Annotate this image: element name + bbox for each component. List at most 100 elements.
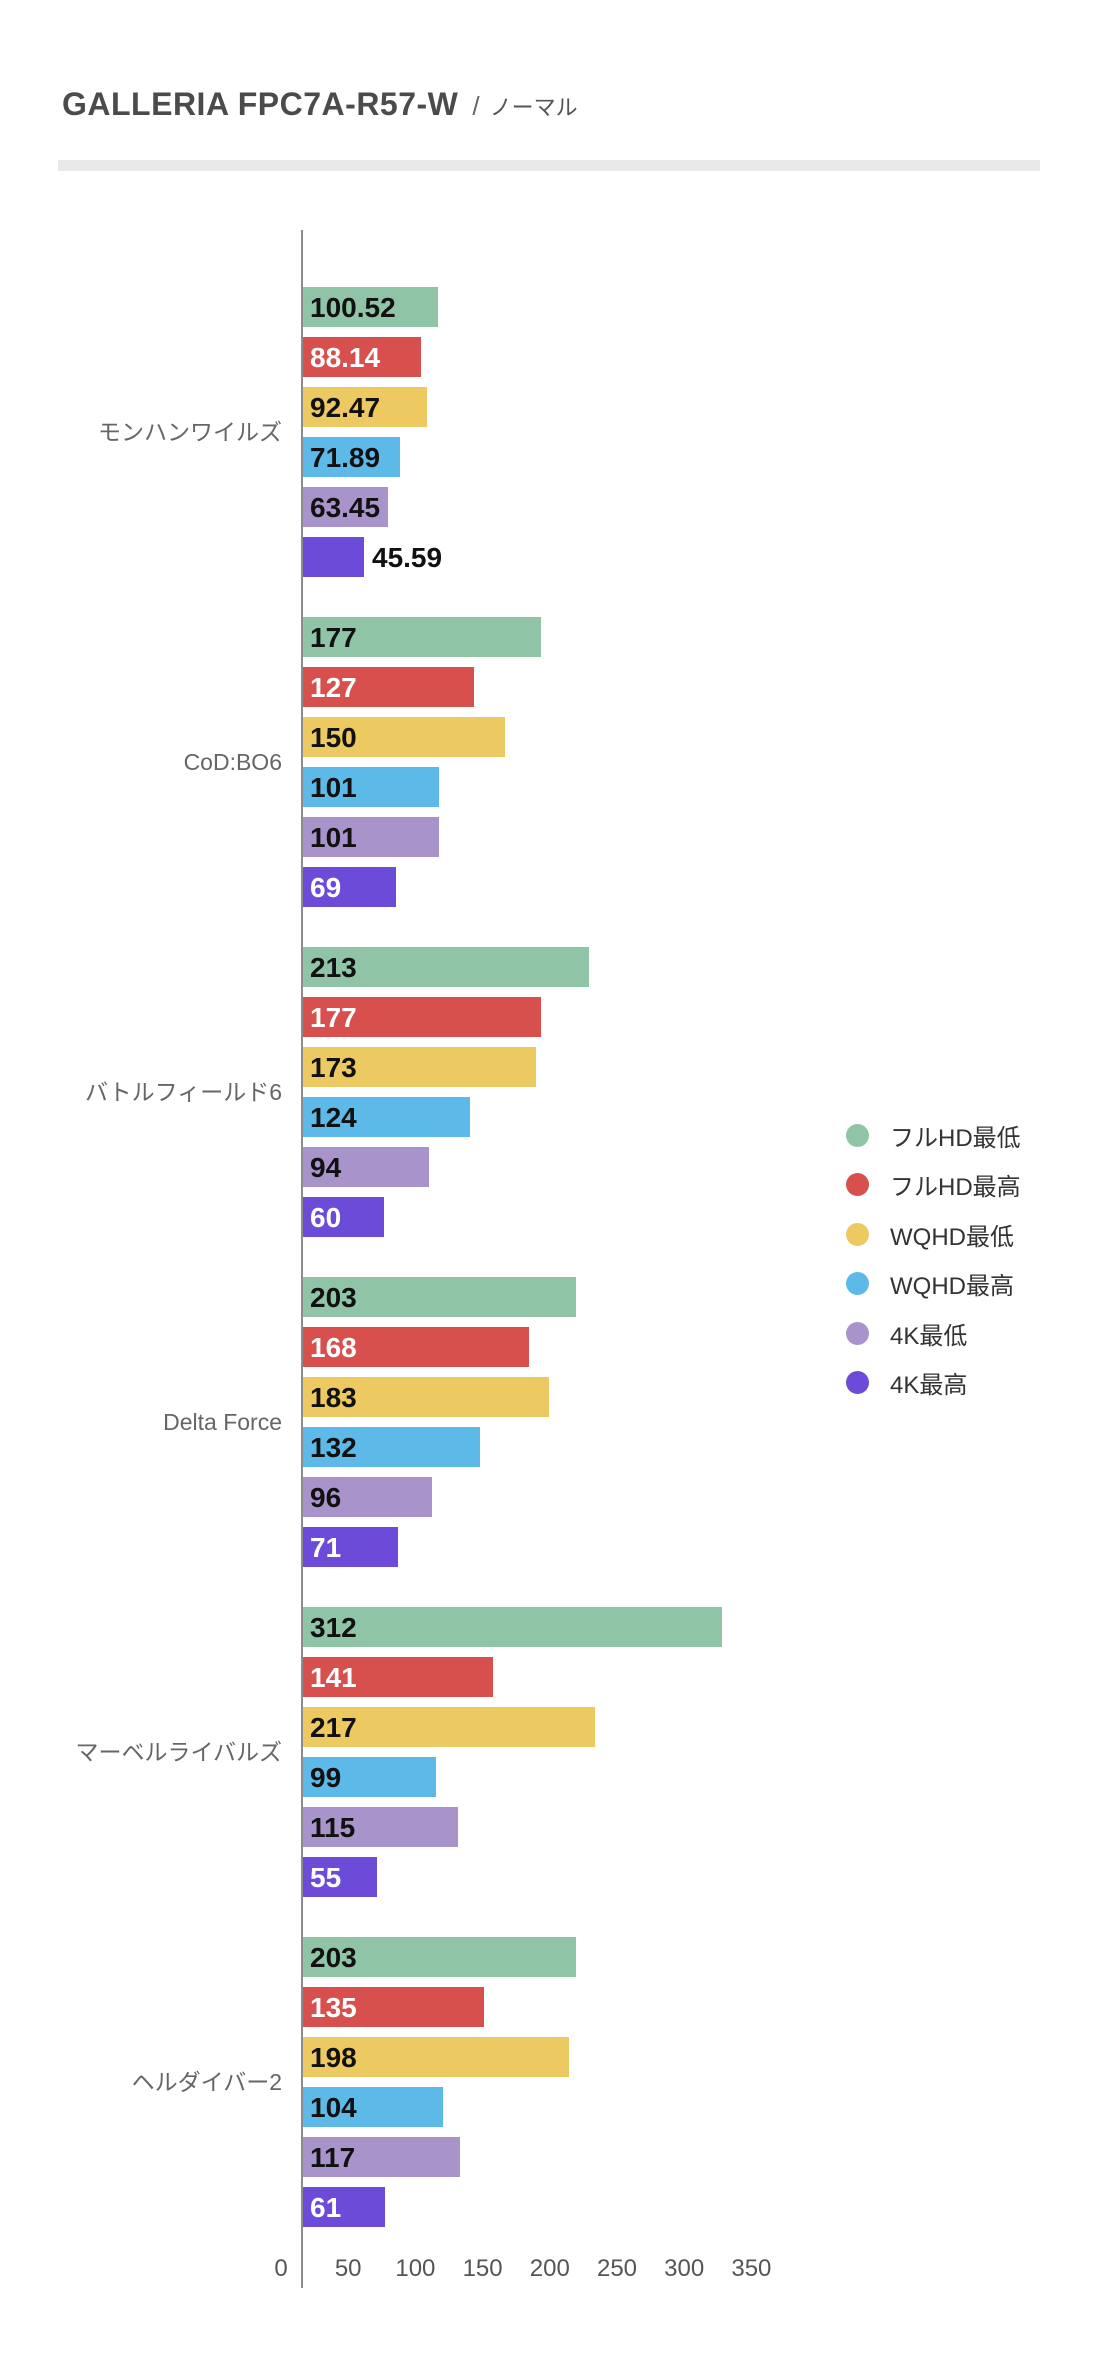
bar <box>303 2137 460 2177</box>
bar <box>303 387 427 427</box>
bar-value-label: 61 <box>310 2192 342 2223</box>
bar <box>303 997 541 1037</box>
bar-value-label: 99 <box>310 1762 342 1793</box>
legend-label: フルHD最低 <box>890 1124 1021 1152</box>
legend-color-dot <box>846 1321 869 1345</box>
bar-value-label: 203 <box>310 1942 357 1973</box>
bar-value-label: 115 <box>310 1812 356 1843</box>
bar <box>303 287 438 327</box>
bar <box>303 1327 529 1367</box>
bar-value-label: 45.59 <box>372 542 443 573</box>
legend-item: フルHD最高 <box>846 1160 1021 1210</box>
bar-value-label: 124 <box>310 1102 357 1133</box>
bar-value-label: 101 <box>310 772 357 803</box>
legend-color-dot <box>846 1371 869 1394</box>
bar-value-label: 198 <box>310 2042 357 2073</box>
bar <box>303 1607 722 1647</box>
page-subtitle: ノーマル <box>489 95 578 120</box>
bar <box>303 1707 595 1747</box>
legend-color-dot <box>846 1173 869 1196</box>
bar-value-label: 213 <box>310 952 357 983</box>
bar-value-label: 63.45 <box>310 492 381 523</box>
bar-value-label: 132 <box>310 1432 357 1463</box>
title-separator: / <box>472 91 480 121</box>
bar <box>303 2037 569 2077</box>
legend-color-dot <box>846 1222 869 1246</box>
bar-value-label: 92.47 <box>310 392 381 423</box>
y-axis-line <box>301 230 303 2288</box>
bar-value-label: 100.52 <box>310 292 396 323</box>
bar-value-label: 60 <box>310 1202 342 1233</box>
bar <box>303 337 421 377</box>
x-axis-tick-label: 150 <box>462 2255 503 2282</box>
category-label: バトルフィールド6 <box>84 1079 282 1105</box>
bar-value-label: 69 <box>310 872 342 903</box>
bar-value-label: 312 <box>310 1612 357 1643</box>
bar <box>303 1147 429 1187</box>
x-axis-tick-label: 0 <box>274 2255 288 2282</box>
bar <box>303 817 439 857</box>
bar <box>303 667 474 707</box>
legend-label: WQHD最低 <box>890 1223 1014 1251</box>
bar <box>303 867 396 907</box>
bar-value-label: 183 <box>310 1382 357 1413</box>
bar <box>303 537 364 577</box>
bar-value-label: 141 <box>310 1662 357 1693</box>
bar-value-label: 135 <box>310 1992 357 2023</box>
legend-item: WQHD最高 <box>846 1259 1014 1309</box>
bar-value-label: 101 <box>310 822 357 853</box>
legend-item: 4K最高 <box>846 1358 967 1408</box>
bar <box>303 1197 384 1237</box>
bar-value-label: 104 <box>310 2092 357 2123</box>
bar-value-label: 71 <box>310 1532 342 1563</box>
bar <box>303 1757 436 1797</box>
bar <box>303 2187 385 2227</box>
legend-color-dot <box>846 1272 869 1295</box>
x-axis-tick-label: 50 <box>334 2255 362 2282</box>
bar <box>303 1047 536 1087</box>
bar-value-label: 217 <box>310 1712 357 1743</box>
bar <box>303 717 505 757</box>
bar <box>303 1377 549 1417</box>
bar <box>303 1427 480 1467</box>
bar <box>303 437 400 477</box>
legend-color-dot <box>846 1123 869 1147</box>
page-title: GALLERIA FPC7A-R57-W <box>62 86 459 122</box>
category-label: CoD:BO6 <box>183 749 282 775</box>
legend-label: WQHD最高 <box>890 1273 1014 1300</box>
bar-value-label: 177 <box>310 622 357 653</box>
bar <box>303 1857 377 1897</box>
bar <box>303 1277 576 1317</box>
bar <box>303 487 388 527</box>
legend-label: 4K最高 <box>890 1372 968 1399</box>
x-axis-tick-label: 200 <box>529 2255 570 2282</box>
chart-header: GALLERIA FPC7A-R57-W / ノーマル <box>62 86 578 130</box>
bar-value-label: 94 <box>310 1152 342 1183</box>
legend-item: 4K最低 <box>846 1308 967 1358</box>
bar-value-label: 88.14 <box>310 342 381 373</box>
header-divider <box>58 160 1040 171</box>
legend-label: 4K最低 <box>890 1322 968 1350</box>
bar <box>303 1657 493 1697</box>
category-label: モンハンワイルズ <box>98 419 282 445</box>
bar-value-label: 177 <box>310 1002 357 1033</box>
bar-value-label: 173 <box>310 1052 357 1083</box>
bar <box>303 1097 470 1137</box>
bar-value-label: 203 <box>310 1282 357 1313</box>
bar <box>303 1477 432 1517</box>
bar-value-label: 96 <box>310 1482 342 1513</box>
legend-item: フルHD最低 <box>846 1110 1021 1160</box>
bar-value-label: 127 <box>310 672 357 703</box>
bar <box>303 1987 484 2027</box>
category-label: マーベルライバルズ <box>75 1739 282 1765</box>
legend-item: WQHD最低 <box>846 1209 1014 1259</box>
x-axis-tick-label: 300 <box>664 2255 705 2282</box>
category-label: Delta Force <box>163 1409 282 1435</box>
legend-label: フルHD最高 <box>890 1174 1021 1201</box>
bar-value-label: 71.89 <box>310 442 381 473</box>
x-axis-tick-label: 350 <box>731 2255 772 2282</box>
bar <box>303 617 541 657</box>
bar <box>303 2087 443 2127</box>
bar <box>303 947 589 987</box>
